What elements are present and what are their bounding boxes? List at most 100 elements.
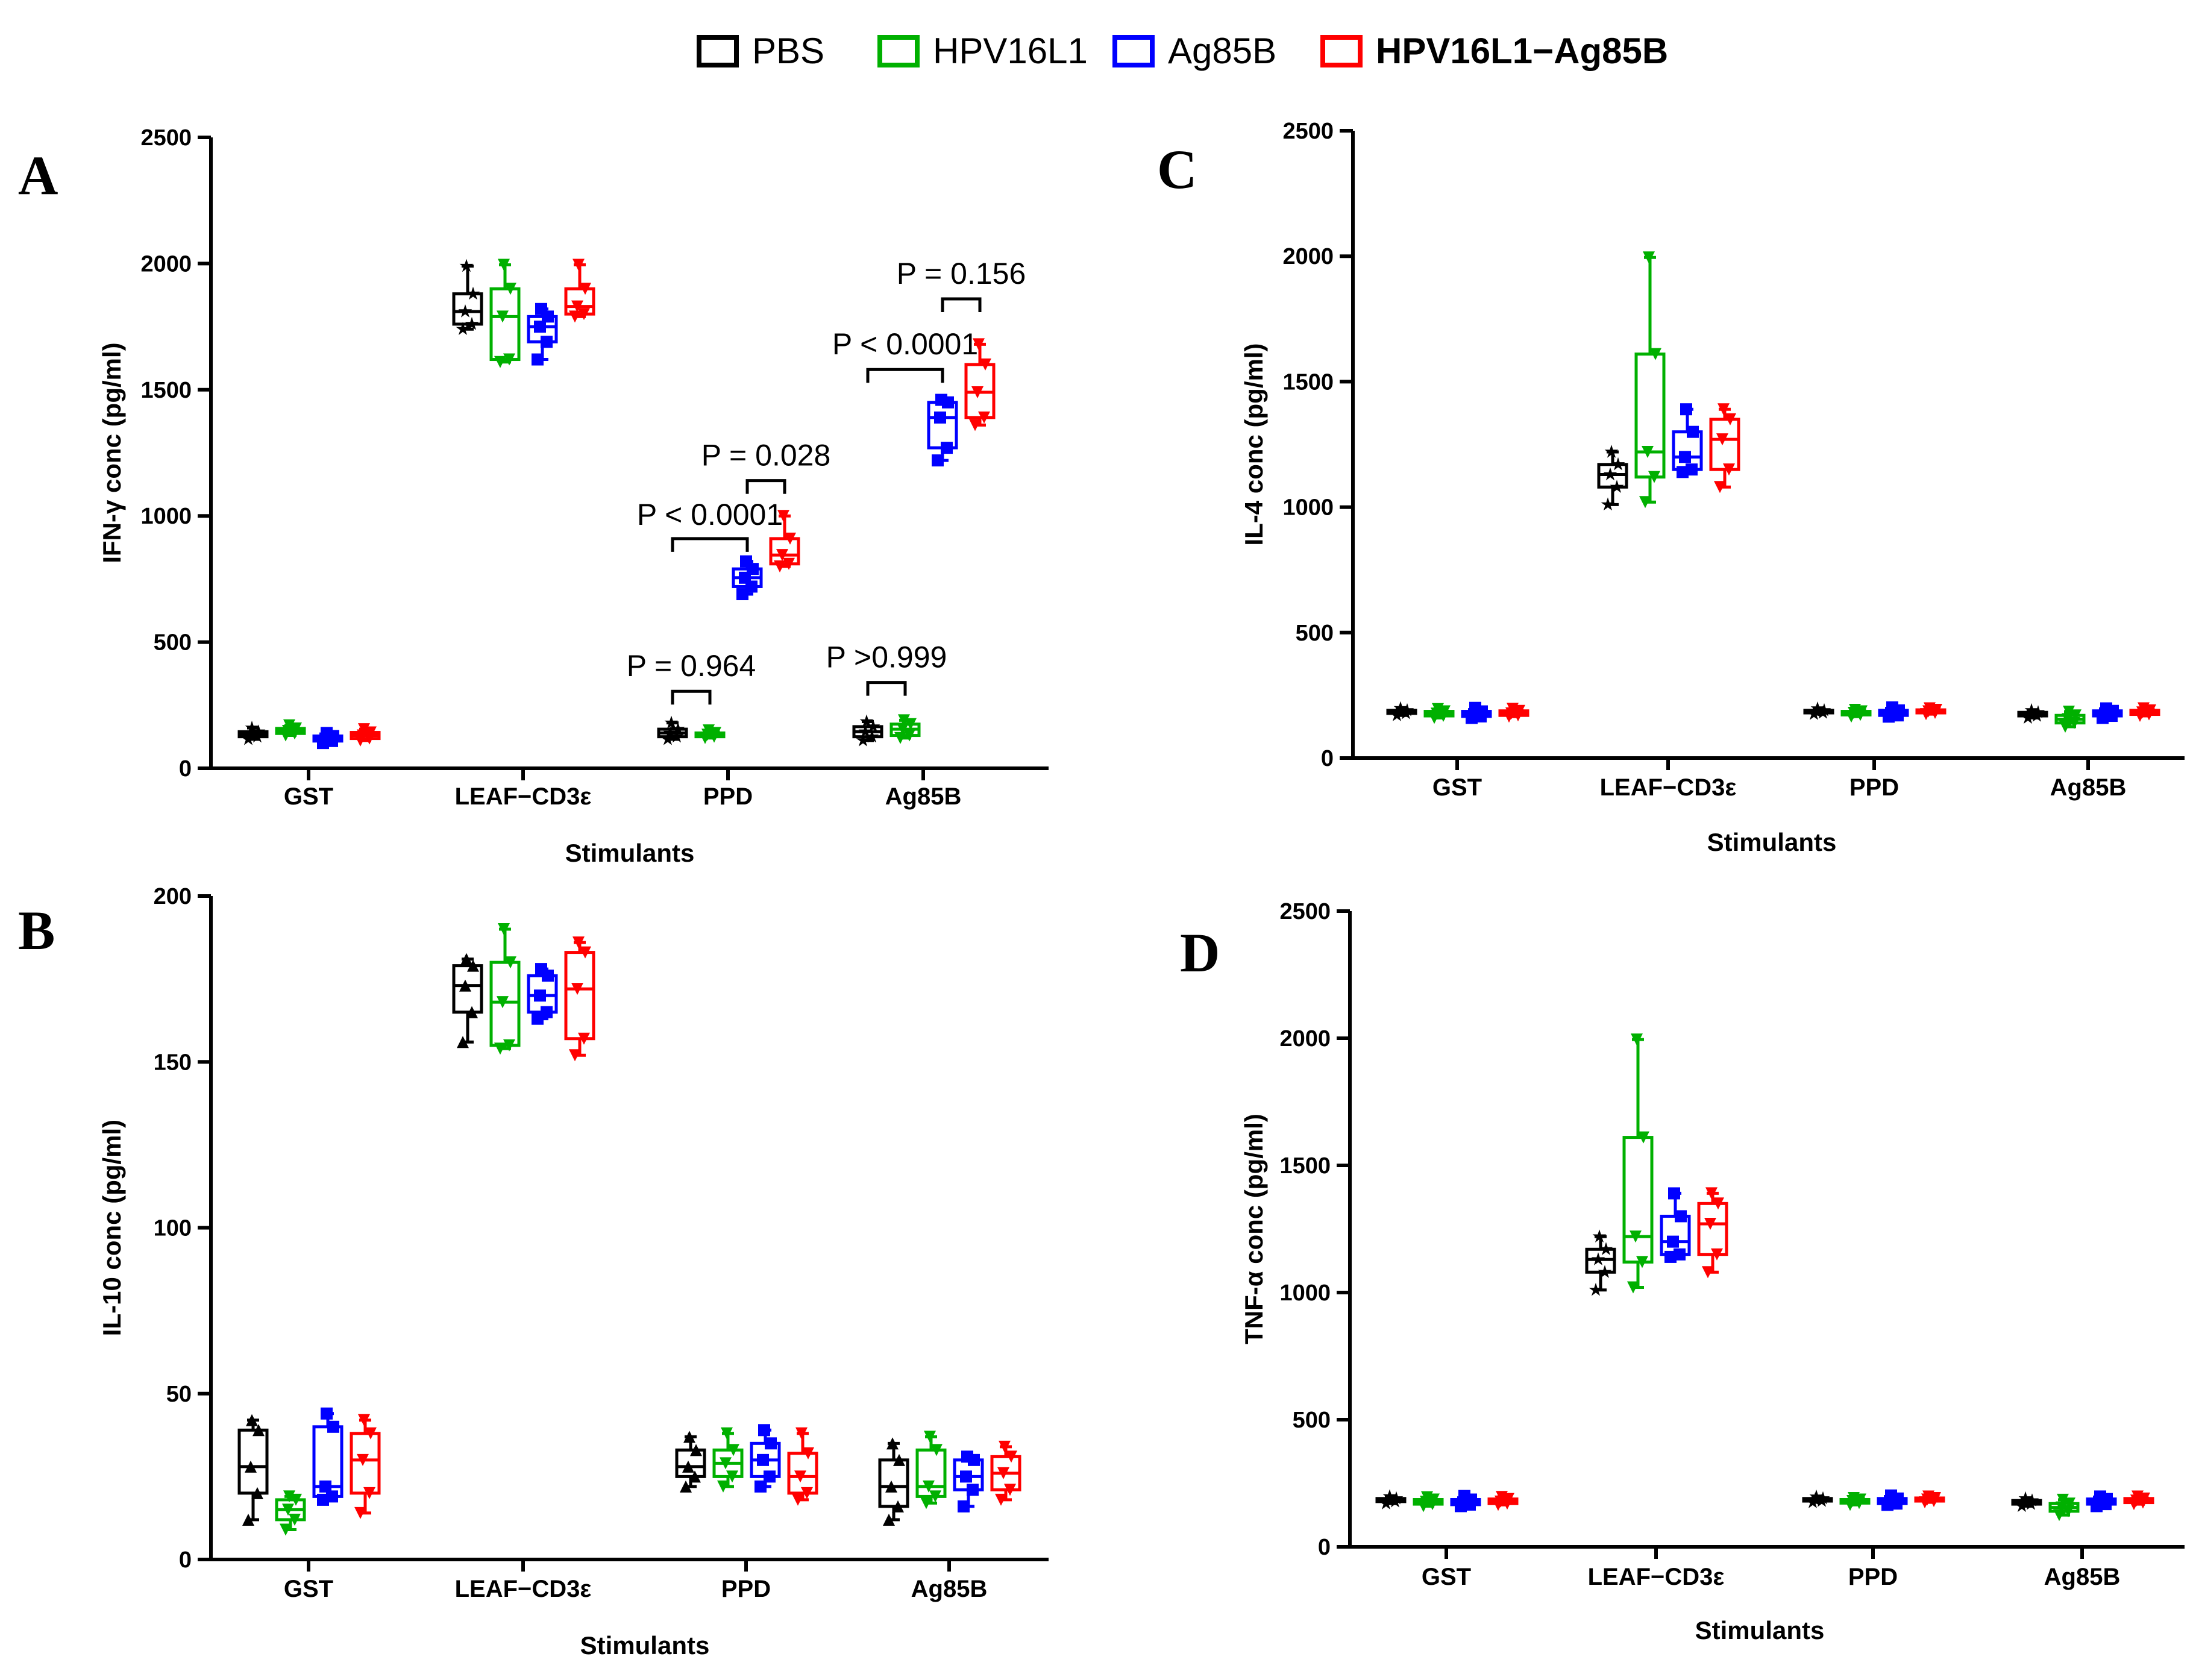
data-point [934,411,946,424]
data-point [941,442,953,454]
data-point [1642,445,1654,458]
box-hpv16l1-ag85b [564,936,595,1062]
data-point [1610,480,1624,493]
data-point [960,1470,972,1483]
x-axis-title: Stimulants [580,1631,710,1660]
box-hpv16l1-ag85b [787,1427,818,1506]
data-point [883,1513,895,1526]
data-point [573,259,585,271]
data-point [571,983,583,995]
box-hpv16l1-ag85b [350,723,381,747]
box-hpv16l1 [2048,1493,2080,1522]
data-point [2063,705,2075,718]
data-point [1400,703,1414,716]
box-hpv16l1 [712,1427,744,1493]
box-body [915,1448,947,1498]
box-body [769,537,800,566]
data-point [897,723,909,736]
data-point [1592,1229,1607,1243]
data-point [1428,1493,1440,1506]
box-body [1634,353,1666,479]
legend-item: HPV16L1−Ag85B [1320,31,1668,71]
data-point [795,1427,808,1440]
data-point [885,1480,897,1493]
y-tick-label: 2500 [1282,119,1334,144]
box-hpv16l1-ag85b [2129,702,2160,722]
data-point [282,725,294,738]
data-point [1627,1281,1639,1294]
data-point [721,1427,733,1440]
data-point [1004,1484,1016,1496]
data-point [357,729,369,742]
data-point [1631,1033,1643,1046]
box-hpv16l1 [1423,703,1455,724]
data-point [459,259,474,272]
data-point [326,1490,338,1503]
x-tick-label: PPD [721,1576,771,1602]
data-point [573,936,585,949]
box-body [1709,418,1740,471]
significance-annotation: P = 0.964 [627,649,756,705]
data-point [2031,705,2045,718]
box-body [489,961,521,1047]
data-point [321,727,333,739]
data-point [1599,1242,1613,1255]
data-point [1513,704,1525,717]
data-point [2132,1490,2144,1503]
box-pbs [2011,1491,2042,1512]
significance-annotation: P < 0.0001 [637,498,783,552]
data-point [923,1480,935,1493]
data-point [1714,481,1726,494]
data-point [979,358,991,371]
data-point [2069,709,2081,722]
data-point [289,1513,301,1526]
data-point [460,953,472,965]
data-point [1716,433,1728,446]
data-point [1724,413,1736,425]
data-point [958,1500,970,1512]
data-point [494,356,506,368]
box-pbs [1597,445,1628,511]
box-ag85b [1878,701,1909,723]
p-value-label: P = 0.156 [897,257,1026,290]
data-point [1668,1187,1680,1200]
data-point [1643,251,1655,264]
data-point [466,286,480,300]
y-tick-label: 500 [154,630,192,656]
data-point [1603,467,1617,481]
x-tick-label: GST [284,783,333,810]
significance-annotation: P >0.999 [826,640,947,696]
box-ag85b [732,555,763,601]
data-point [726,1470,738,1483]
data-point [319,1480,331,1493]
data-point [689,1470,701,1483]
data-point [866,719,880,733]
data-point [1924,702,1936,715]
data-point [999,1440,1011,1453]
data-point [774,560,786,572]
data-point [1507,703,1519,715]
box-body [237,1428,269,1495]
data-point [765,1437,777,1450]
data-point [997,1467,1009,1479]
box-ag85b [312,1407,344,1506]
y-tick-label: 0 [179,756,192,782]
data-point [757,1453,769,1466]
data-point [1712,1197,1724,1210]
box-ag85b [527,302,558,366]
data-point [792,1493,804,1506]
box-ag85b [2086,1490,2117,1512]
data-point [671,722,685,735]
data-point [2094,1490,2106,1503]
data-point [290,722,302,735]
data-point [365,1427,377,1440]
data-point [1639,496,1651,509]
significance-bracket [866,368,944,383]
data-point [243,727,258,741]
box-hpv16l1-ag85b [564,259,595,323]
y-axis-title: IL-10 conc (pg/ml) [98,1120,126,1336]
data-point [1886,701,1898,713]
significance-bracket [941,297,982,313]
y-tick-label: 1500 [140,378,192,403]
y-tick-label: 2000 [1279,1026,1331,1052]
